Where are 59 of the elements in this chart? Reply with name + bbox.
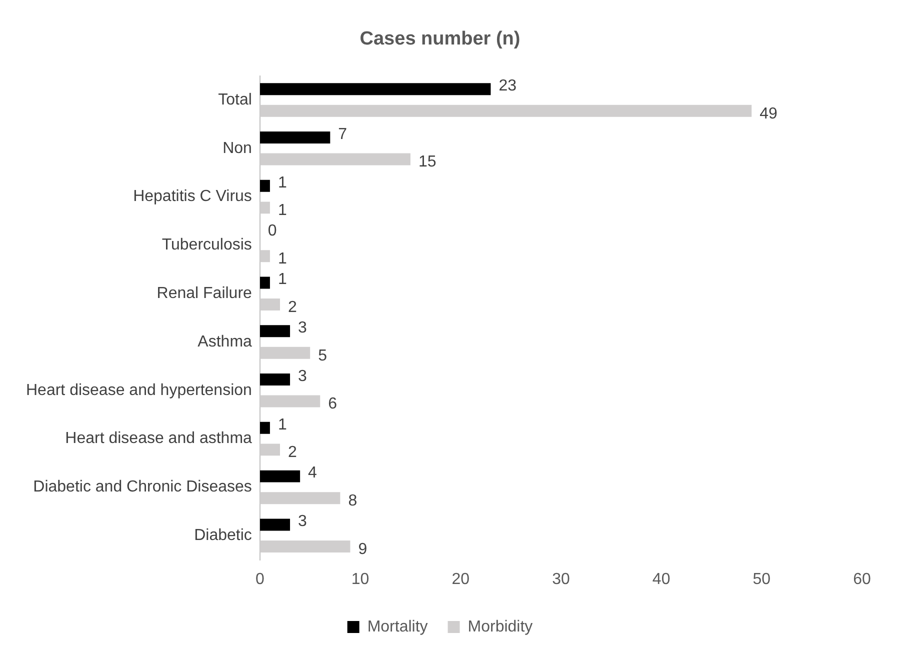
data-label: 7 (338, 126, 348, 143)
data-label: 49 (760, 105, 778, 122)
bar (260, 540, 350, 552)
data-label: 4 (308, 464, 318, 482)
data-label: 1 (278, 202, 287, 220)
data-label: 1 (278, 174, 287, 192)
data-label: 1 (278, 416, 287, 434)
data-label: 3 (298, 513, 308, 530)
bar (260, 132, 330, 144)
bar (260, 298, 280, 310)
y-tick-label: Total (218, 91, 252, 108)
bar (260, 325, 290, 338)
y-tick-label: Tuberculosis (162, 236, 252, 254)
bar (260, 492, 340, 504)
data-label: 15 (418, 154, 436, 171)
x-tick-label: 10 (351, 570, 370, 588)
bar (260, 153, 410, 166)
x-tick-label: 60 (853, 570, 871, 588)
bar (260, 444, 280, 456)
bar (260, 104, 752, 117)
legend-label: Mortality (367, 618, 428, 636)
bar (260, 250, 270, 262)
data-label: 23 (498, 78, 517, 95)
data-label: 8 (348, 492, 358, 510)
data-label: 2 (288, 298, 297, 316)
data-label: 2 (288, 444, 297, 462)
bar (260, 395, 320, 408)
y-tick-label: Non (222, 140, 252, 157)
bar (260, 276, 270, 289)
legend-label: Morbidity (468, 618, 533, 636)
x-tick-label: 50 (752, 570, 771, 588)
data-label: 1 (278, 271, 287, 288)
x-tick-label: 40 (652, 570, 670, 588)
data-label: 0 (268, 222, 277, 240)
bar (260, 180, 270, 192)
x-tick-label: 20 (452, 570, 470, 588)
bar (260, 518, 290, 531)
chart-title: Cases number (n) (360, 28, 520, 50)
data-label: 3 (298, 368, 308, 385)
y-tick-label: Renal Failure (156, 285, 252, 302)
bar (260, 374, 290, 386)
bar (260, 422, 270, 434)
data-label: 9 (358, 540, 368, 558)
y-tick-label: Asthma (198, 333, 252, 350)
bar (260, 470, 300, 482)
y-tick-label: Hepatitis C Virus (133, 188, 252, 206)
bar (260, 346, 310, 359)
data-label: 6 (328, 396, 338, 413)
y-tick-label: Heart disease and asthma (65, 430, 252, 448)
data-label: 5 (318, 347, 328, 364)
x-tick-label: 0 (255, 570, 264, 588)
bar (260, 202, 270, 214)
y-tick-label: Diabetic (194, 527, 252, 544)
data-label: 3 (298, 320, 308, 337)
y-tick-label: Diabetic and Chronic Diseases (33, 478, 252, 496)
x-tick-label: 30 (552, 570, 570, 588)
y-tick-label: Heart disease and hypertension (26, 382, 252, 399)
bar (260, 83, 491, 96)
data-label: 1 (278, 250, 287, 268)
